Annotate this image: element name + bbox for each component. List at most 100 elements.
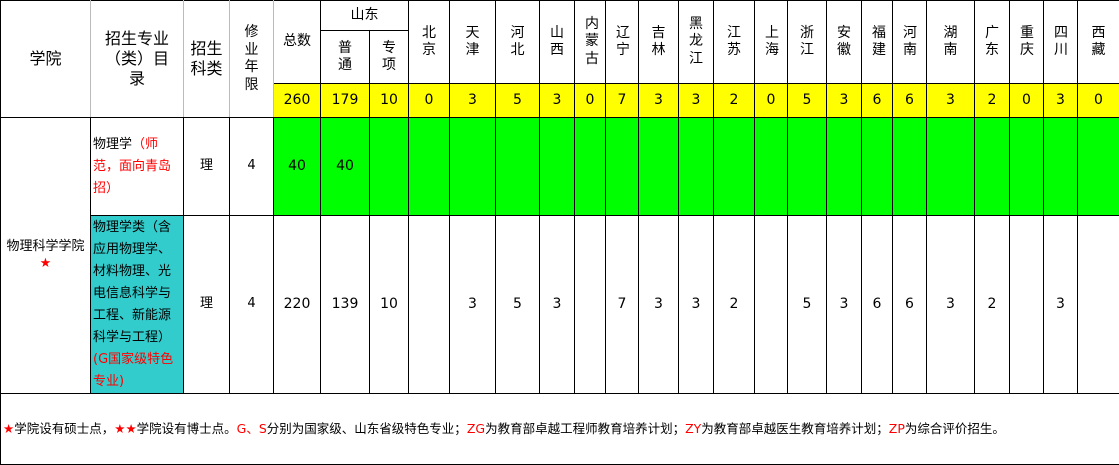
quota-value: 2 [713,215,755,394]
header-province: 上海 [754,0,788,84]
footnote-part: ZY [685,421,702,437]
quota-value: 3 [1043,215,1078,394]
quota-value [1009,215,1044,394]
quota-value [926,117,975,216]
header-total: 总数 [273,0,321,84]
college-name-cell: 物理科学学院 ★ [0,117,91,394]
quota-value: 7 [605,215,639,394]
total-value: 0 [574,83,606,118]
footnote-part: G、S [236,421,267,437]
quota-value [574,215,606,394]
quota-value: 2 [974,215,1010,394]
total-value: 3 [678,83,714,118]
quota-value: 40 [320,117,370,216]
star-icon: ★ [39,255,52,271]
header-province: 辽宁 [605,0,639,84]
quota-value: 3 [539,215,575,394]
total-value: 7 [605,83,639,118]
quota-value: 6 [892,215,927,394]
quota-value: 3 [638,215,679,394]
quota-value: 3 [678,215,714,394]
header-province: 河南 [892,0,927,84]
footnote-part: 学院设有硕士点， [14,421,115,437]
quota-value: 3 [826,215,862,394]
quota-value: 139 [320,215,370,394]
quota-value [449,117,496,216]
quota-value [826,117,862,216]
header-province: 重庆 [1009,0,1044,84]
header-province: 山西 [539,0,575,84]
footnote-part: ZG [466,421,486,437]
total-value: 0 [754,83,788,118]
quota-value [369,117,409,216]
header-province: 北京 [408,0,450,84]
header-shandong: 山东 [320,0,409,31]
header-college: 学院 [0,0,91,118]
total-value: 3 [826,83,862,118]
footnote-part: 学院设有博士点。 [136,421,237,437]
header-province: 广东 [974,0,1010,84]
category-cell: 理 [183,117,230,216]
total-value: 3 [449,83,496,118]
total-value: 179 [320,83,370,118]
footnote-part: 分别为国家级、山东省级特色专业； [266,421,467,437]
quota-value: 220 [273,215,321,394]
total-value: 2 [974,83,1010,118]
quota-value [495,117,540,216]
header-province: 吉林 [638,0,679,84]
header-shandong-regular: 普通 [320,30,370,84]
quota-value [638,117,679,216]
footnote-part: ZP [888,421,905,437]
quota-value [754,215,788,394]
quota-value [713,117,755,216]
quota-value [1077,215,1119,394]
quota-value: 40 [273,117,321,216]
footnote: ★学院设有硕士点，★★学院设有博士点。G、S分别为国家级、山东省级特色专业；ZG… [0,393,1119,465]
total-value: 3 [1043,83,1078,118]
footnote-part: ★★ [114,421,137,437]
quota-value [892,117,927,216]
quota-value [678,117,714,216]
footnote-part: ★ [3,421,15,437]
quota-value [1077,117,1119,216]
total-value: 0 [1009,83,1044,118]
footnote-part: 为综合评价招生。 [904,421,1005,437]
header-province: 福建 [861,0,893,84]
quota-value [539,117,575,216]
major-name: 物理学 [93,136,133,152]
total-value: 3 [539,83,575,118]
major-cell: 物理学类（含应用物理学、材料物理、光电信息科学与工程、新能源科学与工程） (G国家… [90,215,184,394]
total-value: 0 [408,83,450,118]
total-value: 5 [495,83,540,118]
quota-value: 6 [861,215,893,394]
header-province: 天津 [449,0,496,84]
quota-value [408,215,450,394]
header-province: 黑龙江 [678,0,714,84]
header-province: 西藏 [1077,0,1119,84]
header-province: 河北 [495,0,540,84]
header-years: 修业年限 [229,0,274,118]
quota-value [861,117,893,216]
header-province: 浙江 [787,0,827,84]
major-note: （师范，面向青岛招） [93,136,172,196]
quota-value [974,117,1010,216]
major-cell: 物理学（师范，面向青岛招） [90,117,184,216]
total-value: 260 [273,83,321,118]
total-value: 5 [787,83,827,118]
quota-value: 3 [926,215,975,394]
quota-value [1009,117,1044,216]
college-name: 物理科学学院 [6,239,85,255]
header-major: 招生专业（类）目录 [90,0,184,118]
quota-value: 3 [449,215,496,394]
quota-value [574,117,606,216]
header-province: 湖南 [926,0,975,84]
total-value: 10 [369,83,409,118]
category-cell: 理 [183,215,230,394]
years-cell: 4 [229,117,274,216]
total-value: 3 [926,83,975,118]
quota-value: 10 [369,215,409,394]
header-province: 安徽 [826,0,862,84]
total-value: 6 [861,83,893,118]
quota-value: 5 [787,215,827,394]
